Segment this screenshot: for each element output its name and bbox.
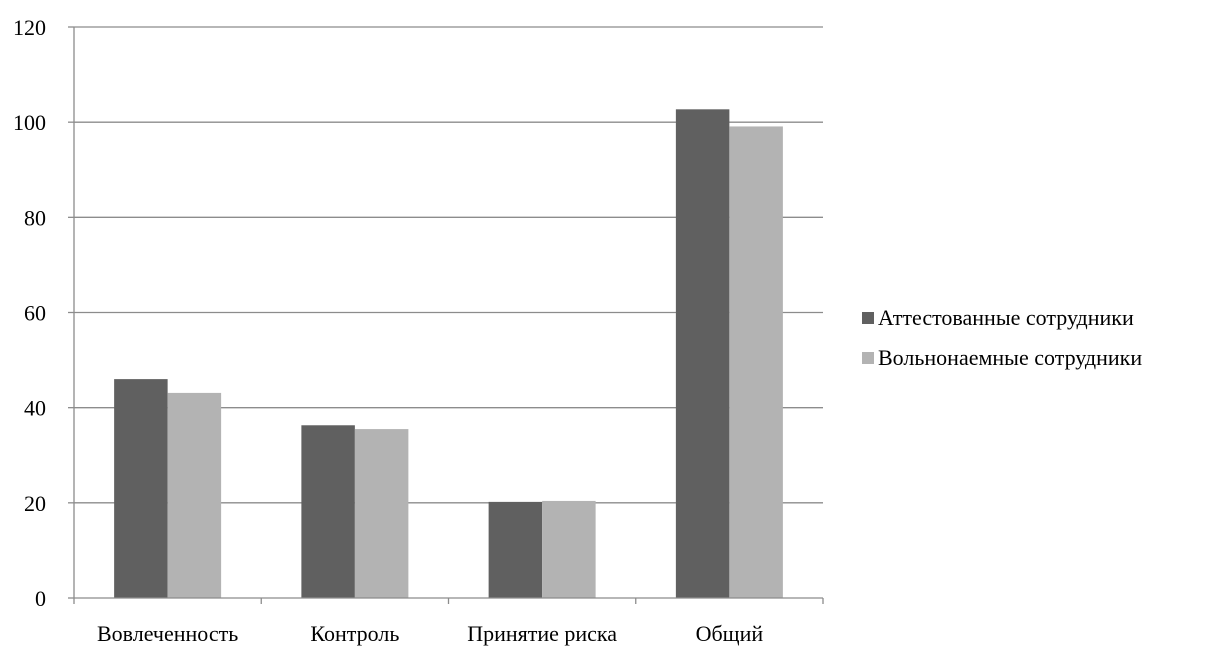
bars <box>114 109 783 599</box>
legend-item-series-2: Вольнонаемные сотрудники <box>862 345 1142 371</box>
bar-1-1 <box>114 379 168 598</box>
y-tick-label: 60 <box>24 301 46 326</box>
legend-item-series-1: Аттестованные сотрудники <box>862 305 1142 331</box>
bar-1-3 <box>488 501 543 598</box>
bar-2-2 <box>354 429 409 598</box>
legend-label-series-1: Аттестованные сотрудники <box>878 305 1134 330</box>
y-tick-label: 20 <box>24 491 46 516</box>
y-tick-label: 0 <box>35 586 46 611</box>
x-tick-label: Общий <box>696 621 764 646</box>
y-tick-label: 120 <box>13 15 46 40</box>
x-tick-labels: Вовлеченность Контроль Принятие риска Общий <box>97 621 763 646</box>
bar-2-1 <box>167 392 222 598</box>
x-tick-label: Контроль <box>310 621 399 646</box>
x-tick-label: Принятие риска <box>467 621 617 646</box>
axes <box>68 26 824 604</box>
y-tick-labels: 0 20 40 60 80 100 120 <box>13 15 46 611</box>
y-tick-label: 80 <box>24 205 46 230</box>
legend: Аттестованные сотрудники Вольнонаемные с… <box>862 305 1142 385</box>
bar-1-2 <box>301 425 355 598</box>
legend-swatch-series-1 <box>862 312 874 324</box>
y-tick-label: 100 <box>13 110 46 135</box>
y-tick-label: 40 <box>24 396 46 421</box>
legend-swatch-series-2 <box>862 352 874 364</box>
bar-2-4 <box>729 126 783 599</box>
x-tick-label: Вовлеченность <box>97 621 238 646</box>
bar-1-4 <box>675 109 730 599</box>
bar-2-3 <box>542 500 596 598</box>
legend-label-series-2: Вольнонаемные сотрудники <box>878 345 1143 370</box>
